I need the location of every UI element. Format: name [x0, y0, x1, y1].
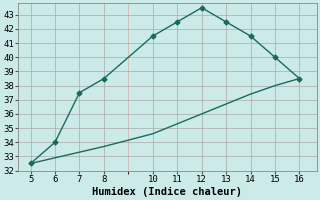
X-axis label: Humidex (Indice chaleur): Humidex (Indice chaleur)	[92, 186, 243, 197]
